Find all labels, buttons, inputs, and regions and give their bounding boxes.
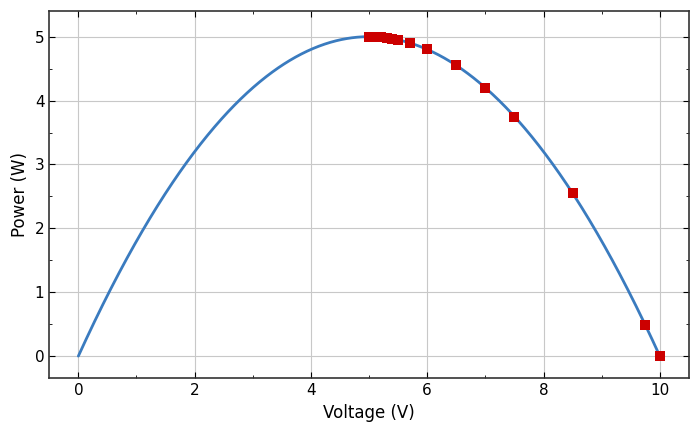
X-axis label: Voltage (V): Voltage (V) <box>323 404 415 422</box>
Y-axis label: Power (W): Power (W) <box>11 152 29 237</box>
